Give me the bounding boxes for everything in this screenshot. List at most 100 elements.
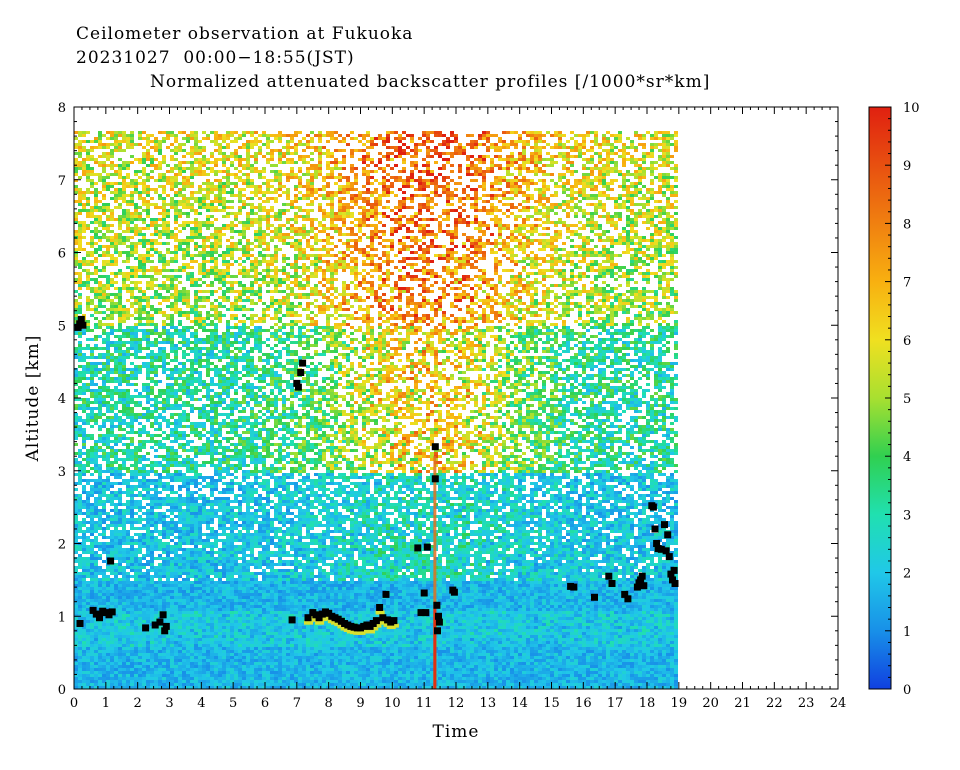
y-tick-label: 1 bbox=[58, 610, 66, 625]
colorbar-tick-label: 1 bbox=[903, 625, 911, 640]
x-tick-label: 6 bbox=[261, 696, 269, 711]
x-tick-label: 16 bbox=[575, 696, 592, 711]
colorbar-tick-label: 3 bbox=[903, 508, 911, 523]
cloud-base-point bbox=[142, 624, 150, 632]
y-axis-title: Altitude [km] bbox=[23, 335, 43, 463]
chart-subtitle: 20231027 00:00−18:55(JST) bbox=[76, 48, 355, 68]
cloud-base-point bbox=[79, 321, 87, 329]
x-axis-title: Time bbox=[433, 722, 480, 742]
cloud-base-point bbox=[638, 572, 646, 580]
cloud-base-point bbox=[433, 601, 441, 609]
colorbar-tick-label: 7 bbox=[903, 276, 911, 291]
cloud-base-point bbox=[108, 608, 116, 616]
cloud-base-point bbox=[420, 589, 428, 597]
cloud-echo bbox=[303, 620, 313, 625]
cloud-base-point bbox=[417, 609, 425, 617]
x-tick-label: 12 bbox=[448, 696, 465, 711]
cloud-base-point bbox=[653, 540, 661, 547]
cloud-base-point bbox=[161, 627, 169, 635]
cloud-base-point bbox=[379, 614, 387, 622]
x-tick-label: 20 bbox=[702, 696, 719, 711]
y-tick-label: 3 bbox=[58, 465, 66, 480]
y-tick-label: 4 bbox=[58, 392, 66, 407]
cloud-base-point bbox=[670, 566, 678, 574]
colorbar-tick-label: 4 bbox=[903, 450, 911, 465]
cloud-base-point bbox=[159, 611, 167, 619]
cloud-base-point bbox=[315, 614, 323, 622]
cloud-base-point bbox=[570, 583, 578, 591]
x-tick-label: 19 bbox=[671, 696, 688, 711]
cloud-base-point bbox=[77, 315, 85, 323]
cloud-base-point bbox=[156, 618, 164, 626]
colorbar-tick-label: 8 bbox=[903, 217, 911, 232]
cloud-base-points bbox=[74, 315, 679, 635]
y-axis: 0 1 2 3 4 5 6 7 8 bbox=[58, 101, 838, 698]
cloud-base-point bbox=[431, 475, 439, 483]
colorbar-tick-label: 0 bbox=[903, 683, 911, 698]
cloud-base-point bbox=[414, 544, 422, 552]
cloud-base-point bbox=[372, 617, 380, 625]
cloud-base-point bbox=[92, 610, 100, 618]
colorbar-tick-label: 9 bbox=[903, 159, 911, 174]
cloud-base-point bbox=[621, 590, 629, 598]
cloud-base-point bbox=[605, 572, 613, 580]
cloud-echo bbox=[315, 620, 325, 625]
cloud-base-point bbox=[151, 621, 159, 629]
colorbar-tick-label: 6 bbox=[903, 334, 911, 349]
cloud-base-point bbox=[74, 323, 82, 331]
x-tick-label: 10 bbox=[384, 696, 401, 711]
cloud-echo bbox=[375, 610, 385, 615]
colorbar-title: Normalized attenuated backscatter profil… bbox=[150, 72, 710, 92]
x-tick-label: 22 bbox=[766, 696, 783, 711]
cloud-base-point bbox=[422, 609, 430, 617]
y-tick-label: 5 bbox=[58, 319, 66, 334]
cloud-echo bbox=[372, 623, 382, 628]
cloud-base-point bbox=[651, 525, 659, 533]
x-tick-label: 23 bbox=[798, 696, 815, 711]
cloud-base-point bbox=[435, 618, 443, 626]
cloud-base-point bbox=[435, 612, 442, 620]
cloud-base-point bbox=[76, 620, 84, 627]
cloud-base-point bbox=[591, 593, 598, 601]
cloud-base-point bbox=[294, 383, 302, 391]
colorbar-tick-label: 10 bbox=[903, 101, 920, 116]
cloud-base-point bbox=[624, 595, 632, 603]
x-tick-label: 4 bbox=[197, 696, 205, 711]
backscatter-heatmap bbox=[74, 131, 678, 689]
cloud-echo bbox=[389, 623, 399, 628]
cloud-base-point bbox=[664, 531, 672, 539]
cloud-base-point bbox=[431, 443, 439, 451]
x-tick-label: 24 bbox=[830, 696, 847, 711]
cloud-base-point bbox=[662, 547, 670, 555]
x-tick-label: 14 bbox=[511, 696, 528, 711]
x-axis: 0 1 2 3 4 5 6 7 8 9 10 11 12 13 14 15 16 17 18 19 20 21 22 23 24 bbox=[70, 107, 846, 711]
cloud-base-point bbox=[657, 545, 665, 553]
cloud-base-point bbox=[89, 606, 97, 614]
cloud-base-point bbox=[608, 580, 616, 587]
cloud-echo bbox=[369, 626, 379, 631]
x-tick-label: 21 bbox=[734, 696, 751, 711]
cloud-base-point bbox=[671, 580, 679, 587]
y-tick-label: 6 bbox=[58, 247, 66, 262]
cloud-base-point bbox=[669, 576, 676, 584]
x-tick-label: 11 bbox=[416, 696, 433, 711]
precip-streak-core bbox=[433, 601, 437, 689]
cloud-base-point bbox=[297, 369, 305, 376]
precip-streak bbox=[433, 456, 437, 689]
cloud-base-point bbox=[450, 588, 458, 596]
cloud-base-point bbox=[382, 590, 390, 598]
cloud-base-point bbox=[293, 379, 301, 387]
x-tick-label: 1 bbox=[102, 696, 110, 711]
colorbar: 0 1 2 3 4 5 6 7 8 9 10 bbox=[868, 101, 920, 698]
chart-title: Ceilometer observation at Fukuoka bbox=[76, 24, 413, 44]
cloud-base-point bbox=[649, 503, 657, 511]
cloud-base-point bbox=[299, 359, 307, 367]
cloud-base-point bbox=[107, 557, 115, 565]
x-tick-label: 5 bbox=[229, 696, 237, 711]
cloud-base-point bbox=[390, 617, 398, 625]
y-tick-label: 7 bbox=[58, 174, 66, 189]
y-tick-label: 0 bbox=[58, 683, 66, 698]
y-tick-label: 2 bbox=[58, 538, 66, 553]
x-tick-label: 3 bbox=[165, 696, 173, 711]
